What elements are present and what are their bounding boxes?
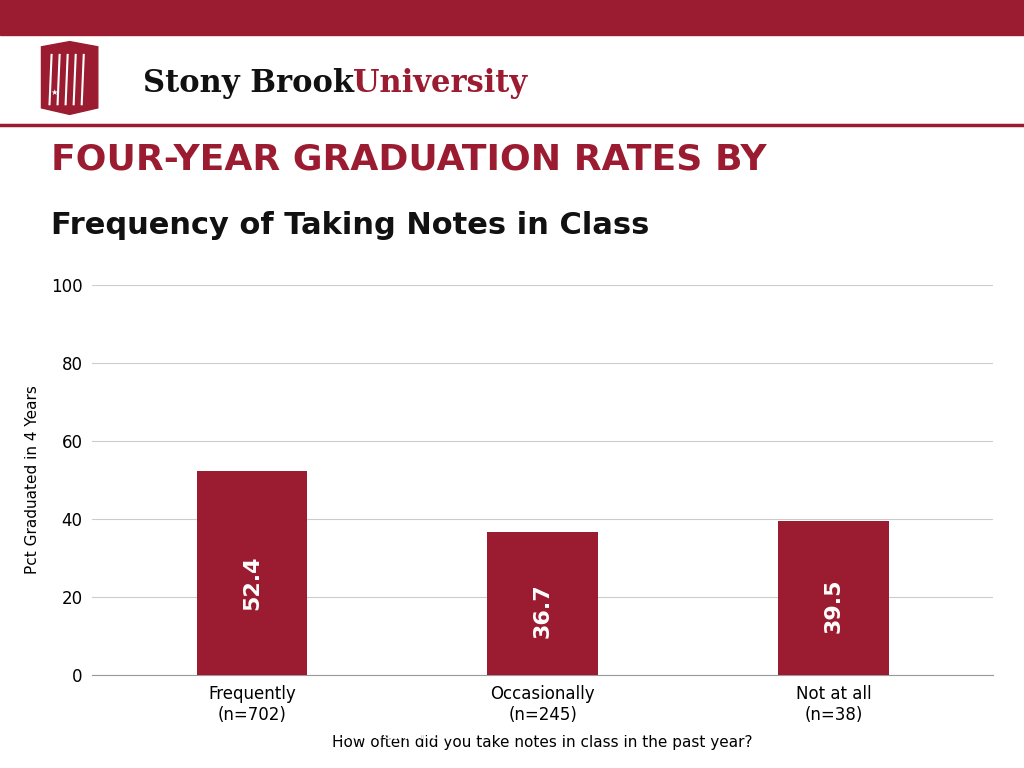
Text: FOUR-YEAR GRADUATION RATES BY: FOUR-YEAR GRADUATION RATES BY bbox=[50, 142, 766, 177]
Bar bbox=[0, 0, 1024, 35]
X-axis label: How often did you take notes in class in the past year?: How often did you take notes in class in… bbox=[333, 735, 753, 750]
Text: Stony Brook: Stony Brook bbox=[143, 68, 365, 99]
Text: ★: ★ bbox=[50, 88, 57, 98]
Text: 36.7: 36.7 bbox=[532, 583, 553, 638]
Bar bbox=[778, 521, 889, 675]
Text: 39.5: 39.5 bbox=[823, 578, 844, 633]
Y-axis label: Pct Graduated in 4 Years: Pct Graduated in 4 Years bbox=[25, 386, 40, 574]
Bar bbox=[487, 532, 598, 675]
Text: Frequency of Taking Notes in Class: Frequency of Taking Notes in Class bbox=[50, 210, 649, 240]
Text: University: University bbox=[353, 68, 527, 99]
Text: 52.4: 52.4 bbox=[242, 556, 262, 611]
Polygon shape bbox=[42, 41, 98, 114]
Text: Source: CIRP Freshman Survey: Source: CIRP Freshman Survey bbox=[768, 727, 1004, 741]
Text: Office of Institutional Research, Planning & Effectiveness: Office of Institutional Research, Planni… bbox=[20, 727, 456, 741]
Bar bbox=[197, 471, 307, 675]
